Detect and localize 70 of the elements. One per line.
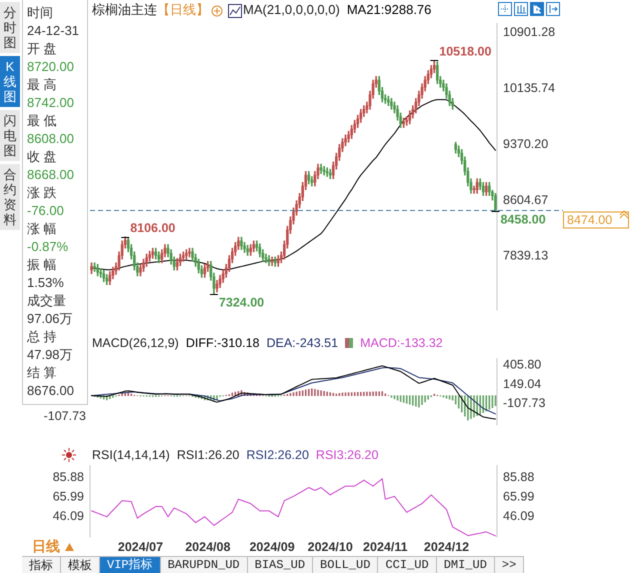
text: 最 低 [26,112,58,130]
text: 8742.00 [26,94,75,112]
text: 8676.00 [26,382,75,400]
text: VIP指标 [100,557,161,573]
text: 总 持 [26,328,58,346]
text: BIAS_UD [248,557,314,573]
y-tick-label: 46.09 [52,508,84,523]
text: 模板 [61,557,100,573]
series-label: RSI3:26.20 [316,448,378,462]
text: 振 幅 [26,256,58,274]
chart-title: 棕榈油主连 [92,2,157,17]
text: >> [494,557,524,573]
text: 成交量 [26,292,67,310]
y-tick-label: 10135.74 [503,80,556,95]
x-tick-label: 2024/12 [424,540,470,554]
chart-subtitle: 【日线】 [157,2,209,17]
y-tick-label: 65.99 [52,489,84,504]
chart-title: RSI(14,14,14) [92,448,170,462]
x-tick-label: 2024/10 [308,540,353,554]
text: 闪电图 [0,110,20,161]
text: -0.87% [26,238,70,256]
text: 8458.00 [500,212,546,227]
text: K线图 [0,56,20,107]
y-tick-label: 405.80 [503,358,542,372]
ref-line-label: 8474.00 [567,212,612,227]
text: BOLL_UD [313,557,378,573]
y-tick-label: 149.04 [503,376,542,391]
text: 日线 [32,538,60,554]
legend-label: RSI2:26.20 [246,448,309,462]
text: 收 盘 [26,148,58,166]
text: 合约资料 [0,164,20,230]
x-tick-label: 2024/11 [363,540,408,554]
text: CCI_UD [378,557,437,573]
chart-title: MACD(26,12,9) [92,336,179,350]
text: 涨 跌 [26,184,58,202]
y-tick-label: 8604.67 [503,192,548,207]
text: -76.00 [26,202,65,220]
y-tick-label: 7839.13 [503,248,548,263]
text: BARUPDN_UD [160,557,248,573]
text: 47.98万 [26,346,74,364]
text: 8608.00 [26,130,75,148]
y-tick-label: 10901.28 [503,24,556,39]
text: 涨 幅 [26,220,58,238]
text: 结 算 [26,364,58,382]
x-tick-label: 2024/07 [118,540,164,554]
legend-label: RSI1:26.20 [176,448,240,462]
text: 8668.00 [26,166,75,184]
text: DMI_UD [436,557,495,573]
legend-title: MA(21,0,0,0,0,0) [243,2,340,17]
text: 24-12-31 [26,22,80,40]
text: 8720.00 [26,58,75,76]
text: 分时图 [0,2,20,53]
text: MA21:9288.76 [346,2,432,17]
text: DEA:-243.51 [266,336,338,350]
text: 指标 [22,557,61,573]
x-tick-label: 2024/09 [249,540,295,554]
y-tick-label: 85.88 [52,470,84,484]
x-tick-label: 2024/08 [185,540,230,554]
text: 10518.00 [439,44,492,59]
y-tick-label: 9370.20 [503,136,548,151]
text: 97.06万 [26,310,74,328]
y-tick-label: -107.73 [503,396,546,410]
legend-label: MACD:-133.32 [360,336,443,350]
text: 时间 [26,4,54,22]
text: 1.53% [26,274,65,292]
text: 最 高 [26,76,58,94]
text: 8106.00 [130,220,176,235]
text: 开 盘 [26,40,58,58]
text: DIFF:-310.18 [186,336,260,350]
text: 7324.00 [218,296,264,310]
